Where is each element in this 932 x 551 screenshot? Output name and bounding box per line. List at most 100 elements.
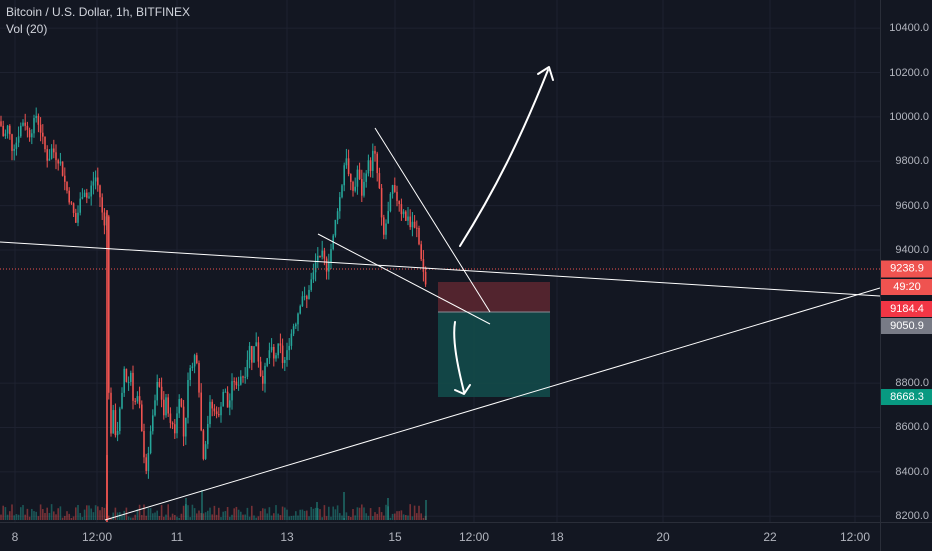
candle-up — [193, 355, 196, 367]
volume-bar — [152, 513, 154, 520]
volume-bar — [231, 514, 233, 520]
volume-bar — [420, 513, 422, 520]
volume-bar — [253, 515, 255, 520]
candle-down — [163, 399, 165, 416]
volume-bar — [94, 505, 97, 520]
volume-bar — [218, 507, 220, 520]
volume-bar — [279, 515, 282, 520]
volume-bar — [198, 510, 200, 520]
volume-bar — [88, 505, 90, 520]
volume-bar — [277, 513, 279, 520]
volume-bar — [167, 504, 169, 520]
candle-down — [2, 125, 4, 137]
volume-bar — [323, 505, 326, 520]
candle-down — [86, 192, 88, 198]
candle-down — [143, 430, 145, 458]
candle-up — [229, 400, 231, 408]
price-tick: 9800.0 — [895, 155, 929, 168]
volume-bar — [86, 505, 88, 520]
volume-bar — [134, 514, 136, 520]
candle-down — [174, 424, 176, 434]
volume-bar — [248, 516, 251, 520]
volume-bar — [165, 514, 167, 520]
volume-bar — [413, 505, 416, 520]
volume-bar — [132, 517, 134, 520]
candle-down — [160, 386, 163, 400]
candle-up — [290, 333, 293, 346]
candle-down — [323, 250, 326, 259]
candle-up — [321, 250, 323, 257]
volume-bar — [61, 517, 64, 520]
candle-down — [416, 227, 418, 229]
candle-up — [191, 366, 194, 369]
volume-bar — [284, 507, 286, 520]
candle-up — [176, 413, 178, 434]
candle-up — [178, 399, 180, 414]
candle-down — [72, 203, 75, 213]
volume-bar — [374, 512, 376, 520]
volume-bar — [138, 504, 141, 520]
symbol-title[interactable]: Bitcoin / U.S. Dollar, 1h, BITFINEX — [6, 5, 191, 19]
volume-bar — [266, 513, 268, 520]
volume-bar — [24, 514, 26, 520]
candle-down — [99, 185, 101, 198]
candle-down — [400, 204, 403, 215]
candle-up — [121, 392, 123, 409]
price-tick: 8800.0 — [895, 377, 929, 390]
drawings[interactable] — [0, 66, 880, 521]
candle-up — [268, 350, 271, 359]
candle-down — [361, 179, 363, 196]
volume-indicator-label[interactable]: Vol (20) — [6, 22, 48, 36]
volume-bar — [391, 513, 394, 520]
volume-bar — [321, 517, 323, 520]
candle-up — [136, 396, 139, 402]
candle-up — [127, 381, 130, 383]
candle-up — [330, 249, 332, 263]
volume-bar — [171, 513, 174, 520]
time-label: 8 — [11, 530, 19, 544]
volume-bar — [200, 513, 202, 520]
volume-bar — [50, 504, 53, 520]
volume-bar — [299, 509, 301, 520]
candle-up — [312, 272, 315, 280]
volume-bar — [154, 512, 156, 520]
candle-up — [270, 346, 273, 351]
candle-down — [369, 160, 372, 171]
target-price-value: 8668.3 — [890, 391, 924, 403]
volume-bar — [15, 514, 18, 520]
candle-up — [339, 197, 341, 212]
volume-bar — [180, 513, 183, 520]
candle-up — [6, 125, 9, 134]
candle-up — [222, 391, 224, 407]
volume-bar — [336, 505, 339, 520]
volume-bar — [358, 507, 361, 520]
volume-bar — [372, 516, 374, 520]
volume-bar — [281, 506, 284, 520]
volume-bar — [174, 514, 176, 520]
chart-pane[interactable]: Bitcoin / U.S. Dollar, 1h, BITFINEX Vol … — [0, 0, 880, 522]
volume-bar — [380, 512, 383, 520]
volume-bar — [79, 512, 81, 520]
price-axis[interactable]: 10400.0 10200.0 10000.0 9800.0 9600.0 9400.0 8… — [880, 0, 932, 522]
candle-down — [141, 404, 143, 431]
candle-down — [281, 345, 284, 363]
candle-up — [50, 148, 53, 159]
candle-down — [9, 125, 11, 135]
time-label: 22 — [763, 530, 777, 544]
candle-up — [231, 381, 233, 401]
trend-line-descending — [0, 241, 880, 297]
axis-corner[interactable] — [880, 522, 932, 551]
candle-up — [59, 161, 62, 164]
candle-up — [411, 221, 414, 228]
volume-bar — [273, 513, 275, 520]
volume-bar — [9, 511, 11, 520]
volume-bar — [77, 504, 79, 520]
volume-bar — [2, 505, 4, 520]
time-axis[interactable]: 8 12:00 11 13 15 12:00 18 20 22 12:00 — [0, 522, 880, 551]
candle-down — [180, 399, 183, 407]
candle-up — [15, 142, 18, 149]
candle-down — [409, 216, 411, 228]
volume-bar — [31, 508, 33, 520]
price-chart[interactable] — [0, 0, 880, 522]
candle-up — [31, 133, 33, 138]
